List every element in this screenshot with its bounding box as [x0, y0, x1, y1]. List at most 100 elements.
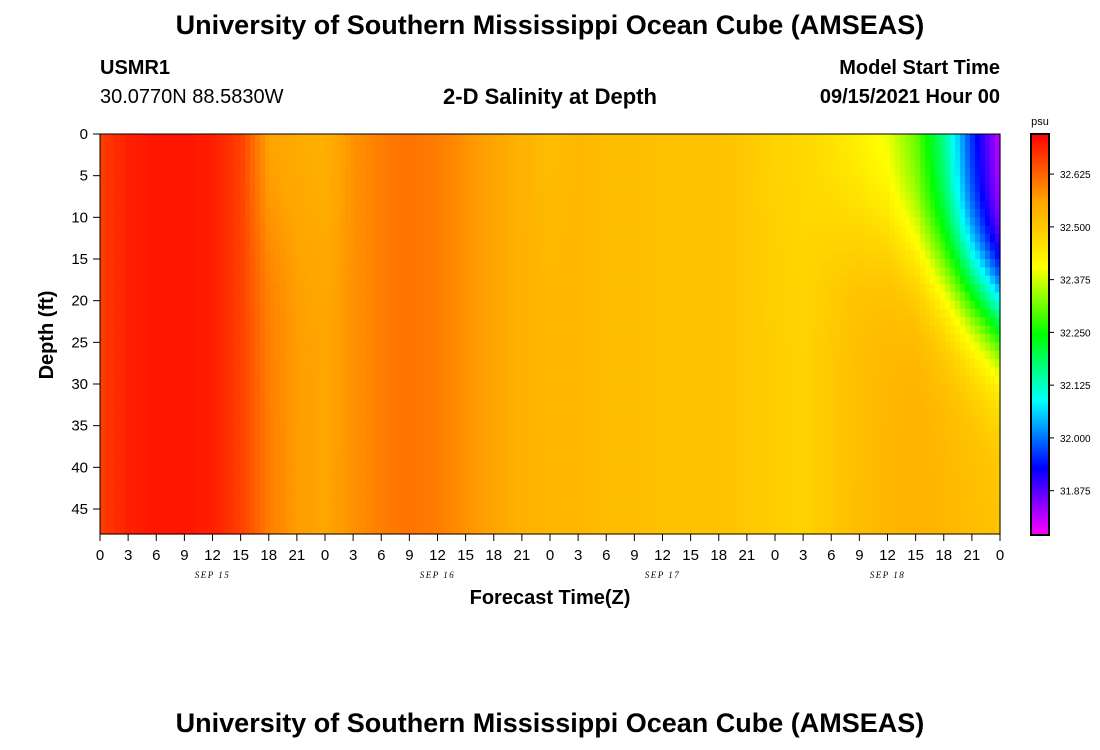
salinity-cell — [260, 192, 266, 202]
salinity-cell — [580, 209, 586, 218]
salinity-cell — [170, 134, 176, 143]
salinity-cell — [110, 317, 116, 327]
salinity-cell — [260, 150, 266, 160]
salinity-cell — [520, 200, 526, 210]
salinity-cell — [290, 467, 296, 477]
salinity-cell — [545, 209, 551, 218]
salinity-cell — [540, 334, 546, 343]
salinity-cell — [460, 150, 466, 160]
salinity-cell — [285, 500, 291, 510]
salinity-cell — [345, 409, 351, 418]
salinity-cell — [215, 525, 221, 535]
salinity-cell — [420, 475, 426, 485]
salinity-cell — [135, 184, 141, 193]
salinity-cell — [165, 492, 171, 502]
salinity-cell — [450, 350, 456, 360]
salinity-cell — [355, 300, 361, 310]
salinity-cell — [495, 184, 501, 193]
salinity-cell — [465, 175, 471, 185]
salinity-cell — [425, 525, 431, 535]
salinity-cell — [230, 267, 236, 277]
salinity-cell — [120, 425, 126, 435]
salinity-cell — [310, 392, 316, 402]
salinity-cell — [320, 500, 326, 510]
salinity-cell — [520, 434, 526, 443]
salinity-cell — [190, 450, 196, 460]
salinity-cell — [470, 425, 476, 435]
salinity-cell — [110, 184, 116, 193]
salinity-cell — [145, 292, 151, 302]
salinity-cell — [450, 217, 456, 227]
salinity-cell — [550, 309, 556, 318]
salinity-cell — [400, 250, 406, 260]
salinity-cell — [290, 142, 296, 152]
salinity-cell — [375, 300, 381, 310]
salinity-cell — [200, 217, 206, 227]
salinity-cell — [380, 434, 386, 443]
salinity-cell — [580, 417, 586, 427]
salinity-cell — [435, 417, 441, 427]
salinity-cell — [605, 409, 611, 418]
salinity-cell — [280, 250, 286, 260]
salinity-cell — [350, 342, 356, 352]
salinity-cell — [470, 492, 476, 502]
salinity-cell — [365, 225, 371, 235]
salinity-cell — [415, 267, 421, 277]
salinity-cell — [300, 275, 306, 285]
salinity-cell — [155, 350, 161, 360]
salinity-cell — [475, 184, 481, 193]
salinity-cell — [580, 225, 586, 235]
salinity-cell — [120, 234, 126, 243]
salinity-cell — [295, 134, 301, 143]
salinity-cell — [210, 267, 216, 277]
salinity-cell — [295, 342, 301, 352]
salinity-cell — [580, 359, 586, 368]
salinity-cell — [590, 317, 596, 327]
salinity-cell — [470, 500, 476, 510]
salinity-cell — [530, 200, 536, 210]
salinity-cell — [430, 142, 436, 152]
salinity-cell — [385, 342, 391, 352]
salinity-cell — [610, 225, 616, 235]
salinity-cell — [125, 192, 131, 202]
salinity-cell — [160, 217, 166, 227]
salinity-cell — [510, 517, 516, 527]
salinity-cell — [485, 309, 491, 318]
salinity-cell — [535, 159, 541, 168]
salinity-cell — [520, 525, 526, 535]
salinity-cell — [505, 225, 511, 235]
salinity-cell — [245, 167, 251, 177]
salinity-cell — [135, 492, 141, 502]
salinity-cell — [120, 192, 126, 202]
salinity-cell — [515, 467, 521, 477]
salinity-cell — [520, 509, 526, 518]
salinity-cell — [120, 417, 126, 427]
salinity-cell — [350, 334, 356, 343]
salinity-cell — [260, 375, 266, 385]
salinity-cell — [340, 509, 346, 518]
salinity-cell — [330, 167, 336, 177]
salinity-cell — [550, 350, 556, 360]
salinity-cell — [285, 292, 291, 302]
salinity-cell — [425, 275, 431, 285]
salinity-cell — [510, 309, 516, 318]
salinity-cell — [105, 367, 111, 377]
salinity-cell — [195, 492, 201, 502]
salinity-cell — [275, 334, 281, 343]
salinity-cell — [250, 167, 256, 177]
salinity-cell — [480, 317, 486, 327]
salinity-cell — [210, 275, 216, 285]
salinity-cell — [155, 242, 161, 252]
salinity-cell — [250, 275, 256, 285]
salinity-cell — [385, 459, 391, 468]
salinity-cell — [435, 434, 441, 443]
salinity-cell — [270, 359, 276, 368]
salinity-cell — [580, 159, 586, 168]
salinity-cell — [310, 525, 316, 535]
salinity-cell — [570, 367, 576, 377]
salinity-cell — [400, 150, 406, 160]
salinity-cell — [505, 217, 511, 227]
salinity-cell — [460, 225, 466, 235]
salinity-cell — [355, 450, 361, 460]
salinity-cell — [550, 225, 556, 235]
